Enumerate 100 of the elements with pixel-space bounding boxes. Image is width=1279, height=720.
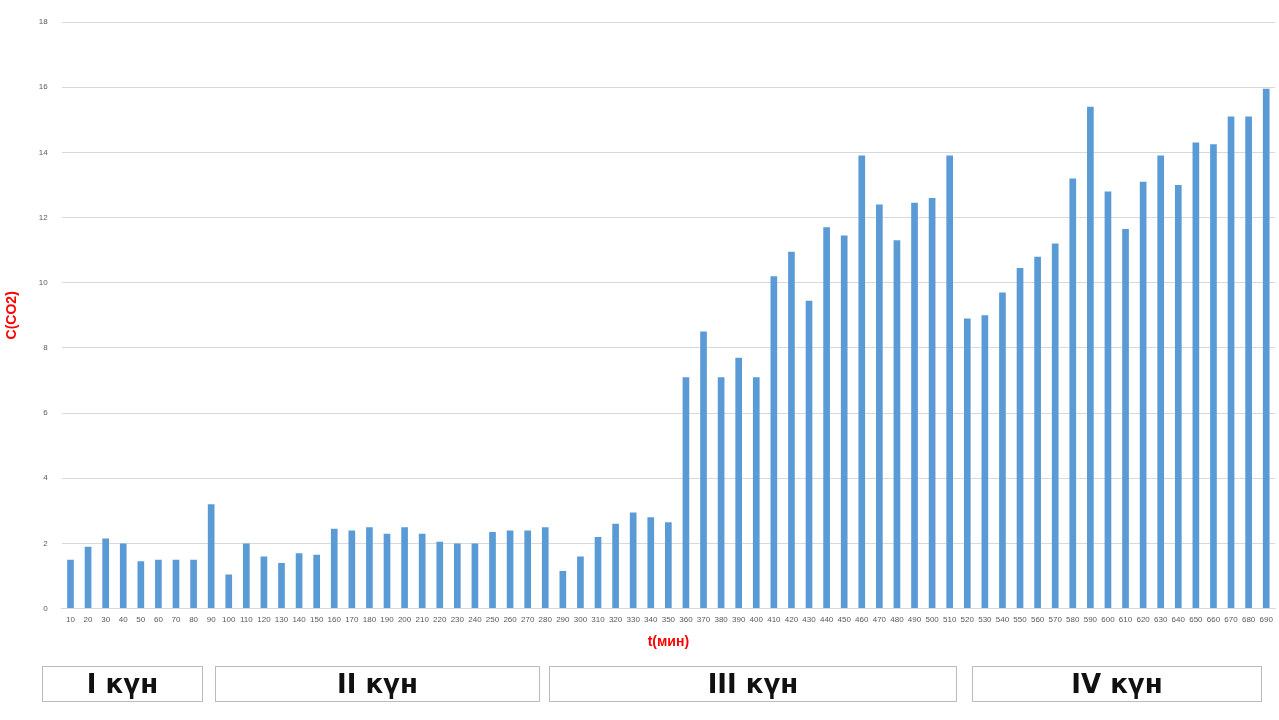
bar: [225, 574, 233, 609]
x-tick-label: 530: [978, 614, 993, 624]
x-tick-label: 240: [468, 614, 483, 624]
bar: [1034, 256, 1041, 609]
bar: [770, 276, 778, 609]
bar: [489, 532, 496, 609]
bar: [330, 528, 338, 609]
bar: [401, 527, 408, 609]
bar: [788, 251, 795, 609]
bar: [1087, 106, 1094, 609]
x-tick-label: 570: [1048, 614, 1063, 624]
x-tick-label: 80: [189, 614, 199, 624]
bar: [242, 543, 250, 609]
x-tick-label: 520: [960, 614, 975, 624]
x-tick-label: 120: [257, 614, 272, 624]
x-tick-label: 250: [485, 614, 500, 624]
x-tick-label: 10: [66, 614, 76, 624]
x-tick-label: 350: [661, 614, 676, 624]
bar: [700, 331, 707, 609]
x-tick-label: 280: [538, 614, 553, 624]
bar: [454, 543, 461, 609]
x-tick-label: 60: [153, 614, 164, 624]
x-tick-label: 230: [450, 614, 465, 624]
x-tick-label: 290: [556, 614, 571, 624]
x-tick-label: 550: [1013, 614, 1028, 624]
y-tick-label: 6: [43, 408, 49, 418]
text: IV күн: [972, 666, 1262, 702]
x-tick-label: 150: [309, 614, 324, 624]
x-tick-label: 270: [521, 614, 535, 624]
x-tick-label: 650: [1189, 614, 1204, 624]
bar: [366, 527, 373, 609]
x-tick-label: 480: [890, 614, 905, 624]
y-tick-label: 2: [43, 538, 49, 548]
bar: [348, 530, 356, 609]
bar: [682, 377, 690, 609]
bar: [840, 235, 848, 609]
text: I күн: [42, 666, 203, 702]
x-tick-label: 490: [907, 614, 922, 624]
x-tick-label: 680: [1241, 614, 1256, 624]
bar: [629, 512, 637, 609]
bar: [1139, 181, 1147, 609]
bar: [1245, 116, 1252, 609]
x-tick-label: 180: [362, 614, 377, 624]
x-tick-label: 380: [714, 614, 729, 624]
bar: [876, 204, 883, 609]
bar: [928, 197, 936, 609]
bar: [647, 517, 655, 609]
x-tick-label: 40: [118, 614, 129, 624]
x-tick-label: 500: [925, 614, 940, 624]
x-tick-label: 540: [995, 614, 1010, 624]
bar: [1210, 144, 1217, 609]
x-tick-label: 420: [784, 614, 799, 624]
x-tick-label: 450: [837, 614, 852, 624]
bar: [1016, 268, 1024, 609]
y-tick-label: 18: [38, 17, 49, 27]
x-tick-label: 90: [206, 614, 217, 624]
bar: [278, 562, 285, 609]
x-tick-label: 110: [239, 614, 254, 624]
bar: [137, 561, 145, 609]
x-tick-label: 300: [573, 614, 588, 624]
bar: [436, 541, 444, 609]
x-tick-label: 220: [433, 614, 447, 624]
y-tick-label: 14: [38, 147, 49, 157]
bar: [612, 523, 619, 609]
y-tick-label: 8: [43, 343, 49, 353]
x-tick-label: 210: [415, 614, 430, 624]
bar: [963, 318, 971, 609]
y-tick-label: 0: [43, 603, 49, 613]
x-tick-label: 200: [397, 614, 412, 624]
x-tick-label: 330: [626, 614, 641, 624]
bar: [67, 559, 74, 609]
x-tick-label: 410: [767, 614, 782, 624]
x-tick-label: 170: [345, 614, 360, 624]
bar: [911, 202, 918, 609]
bar: [102, 538, 109, 609]
bar: [717, 377, 725, 609]
x-tick-label: 130: [274, 614, 289, 624]
bar: [119, 543, 127, 609]
bar: [190, 559, 197, 609]
x-tick-label: 610: [1118, 614, 1133, 624]
x-axis-title: t(мин): [647, 633, 690, 650]
bar: [981, 315, 989, 609]
x-tick-label: 460: [855, 614, 869, 624]
bar: [471, 543, 479, 609]
bar: [946, 155, 954, 609]
bar: [577, 556, 584, 609]
x-tick-label: 370: [696, 614, 711, 624]
x-tick-label: 260: [503, 614, 518, 624]
bar: [823, 227, 830, 609]
y-tick-label: 12: [38, 212, 49, 222]
x-tick-label: 590: [1083, 614, 1098, 624]
x-tick-label: 510: [943, 614, 957, 624]
bar: [1174, 184, 1182, 609]
text: III күн: [549, 666, 957, 702]
x-tick-label: 620: [1136, 614, 1151, 624]
x-tick-label: 600: [1101, 614, 1116, 624]
bar: [858, 155, 866, 609]
bar: [418, 533, 426, 609]
bar: [665, 522, 672, 609]
bar: [559, 571, 567, 609]
